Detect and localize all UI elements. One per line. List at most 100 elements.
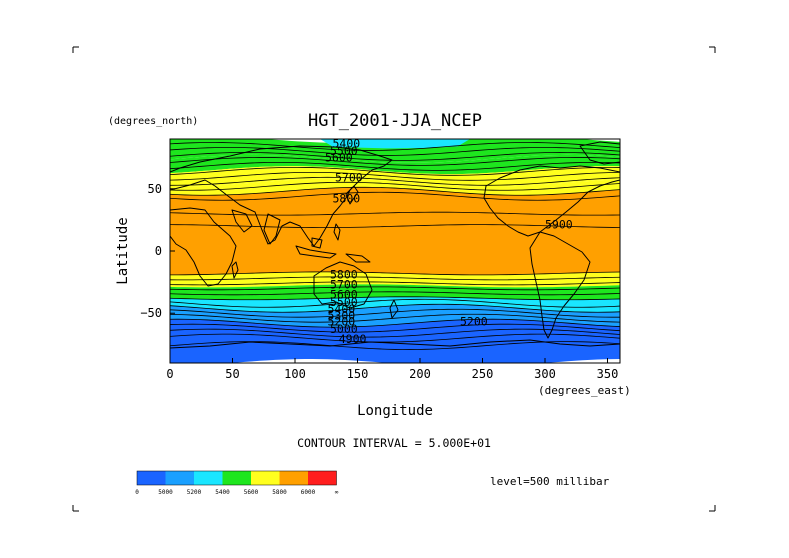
coastlines [170, 141, 620, 349]
colorbar: 0 5000 5200 5400 5600 5800 6000 ∞ [135, 470, 339, 496]
contour-label-5: 5900 [545, 218, 573, 232]
colorbar-swatch-1 [165, 471, 194, 485]
colorbar-tick-label-6: 6000 [301, 489, 316, 496]
contour-line-22 [170, 313, 620, 323]
contour-line-20 [170, 303, 620, 313]
x-tick-label-1: 50 [225, 367, 239, 381]
contour-line-0 [170, 142, 620, 151]
contour-line-5 [170, 166, 620, 176]
x-tick-label-6: 300 [534, 367, 556, 381]
contour-line-24 [170, 323, 620, 333]
y-tick-label-1: 0 [155, 244, 162, 258]
contour-label-4: 5800 [333, 191, 361, 205]
y-axis-label: Latitude [115, 217, 131, 284]
coastline-india [263, 213, 281, 245]
coastline-new-zealand [389, 299, 399, 319]
color-band-9 [170, 319, 620, 363]
coastline-madagascar [231, 261, 239, 279]
contour-line-1 [170, 147, 620, 156]
coastline-indonesia [295, 245, 337, 259]
corner-mark-top-left [72, 46, 79, 53]
contour-label-3: 5700 [335, 170, 363, 184]
contour-label-10: 5400 [328, 302, 356, 316]
contour-line-25 [170, 328, 620, 338]
contour-line-14 [170, 276, 620, 281]
x-axis: 0 50 100 150 200 250 300 350 [166, 358, 618, 381]
contour-line-4 [170, 162, 620, 171]
color-band-4 [170, 187, 620, 275]
contour-label-9: 5500 [330, 295, 358, 309]
contour-label-12: 5200 [328, 315, 356, 329]
contour-label-8: 5600 [330, 287, 358, 301]
colorbar-swatch-5 [279, 471, 308, 485]
colorbar-tick-label-3: 5400 [215, 489, 230, 496]
y-tick-label-0: 50 [148, 182, 162, 196]
colorbar-swatch-0 [137, 471, 166, 485]
contour-line-21 [170, 308, 620, 318]
contour-label-group: 5400550056005700580059005800570056005500… [325, 137, 573, 346]
contour-line-8 [170, 181, 620, 191]
contour-line-3 [170, 157, 620, 166]
x-tick-label-5: 250 [472, 367, 494, 381]
x-axis-label: Longitude [357, 403, 433, 419]
contour-label-2: 5600 [325, 150, 353, 164]
colorbar-swatch-6 [308, 471, 337, 485]
color-band-7 [170, 296, 620, 313]
plot-area: 5400550056005700580059005800570056005500… [170, 137, 620, 363]
contour-line-26 [170, 333, 620, 343]
x-tick-label-0: 0 [166, 367, 173, 381]
contour-label-0: 5400 [333, 137, 361, 151]
x-tick-label-4: 200 [409, 367, 431, 381]
colorbar-swatch-4 [251, 471, 280, 485]
colorbar-frame [136, 470, 337, 486]
contour-line-15 [170, 281, 620, 286]
y-axis: 50 0 −50 [140, 182, 175, 320]
y-unit-label: (degrees_north) [108, 116, 198, 127]
coastline-antarctica [170, 339, 620, 349]
coastline-arabia [231, 209, 253, 233]
x-unit-label: (degrees_east) [538, 384, 631, 397]
corner-mark-top-right [709, 46, 716, 53]
corner-mark-bottom-left [72, 505, 79, 512]
contour-line-6 [170, 171, 620, 181]
contour-label-13: 5000 [330, 322, 358, 336]
contour-line-7 [170, 176, 620, 186]
contour-label-7: 5700 [330, 277, 358, 291]
x-tick-label-2: 100 [284, 367, 306, 381]
colorbar-swatch-3 [222, 471, 251, 485]
colorbar-tick-label-4: 5600 [244, 489, 259, 496]
contour-line-17 [170, 291, 620, 296]
chart-title: HGT_2001-JJA_NCEP [308, 111, 482, 131]
level-text: level=500 millibar [490, 475, 610, 488]
contour-line-10 [170, 191, 620, 201]
contour-line-23 [170, 318, 620, 328]
coastline-eurasia [170, 145, 393, 247]
contour-line-13 [170, 271, 620, 276]
corner-marks [72, 46, 716, 512]
colorbar-tick-label-2: 5200 [187, 489, 202, 496]
contour-line-12 [170, 224, 620, 229]
contour-label-14: 5200 [460, 315, 488, 329]
colorbar-swatch-2 [194, 471, 223, 485]
contour-label-11: 5300 [328, 308, 356, 322]
contour-label-15: 4900 [339, 332, 367, 346]
color-band-0 [170, 139, 620, 163]
colorbar-tick-label-5: 5800 [272, 489, 287, 496]
coastline-new-guinea [345, 253, 371, 263]
coastline-borneo [311, 237, 323, 249]
y-tick-label-2: −50 [140, 306, 162, 320]
contour-label-6: 5800 [330, 267, 358, 281]
corner-mark-bottom-right [709, 505, 716, 512]
color-band-polar-cap [320, 139, 470, 149]
coastline-japan [345, 185, 359, 205]
colorbar-tick-label-1: 5000 [158, 489, 173, 496]
contour-label-1: 5500 [330, 144, 358, 158]
contour-lines [170, 142, 620, 350]
colorbar-tick-label-7: ∞ [335, 489, 339, 496]
coastline-greenland [579, 141, 620, 165]
contour-line-11 [170, 211, 620, 216]
contour-line-18 [170, 296, 620, 301]
coastline-north-america [483, 165, 620, 237]
contour-interval-text: CONTOUR INTERVAL = 5.000E+01 [297, 436, 491, 450]
